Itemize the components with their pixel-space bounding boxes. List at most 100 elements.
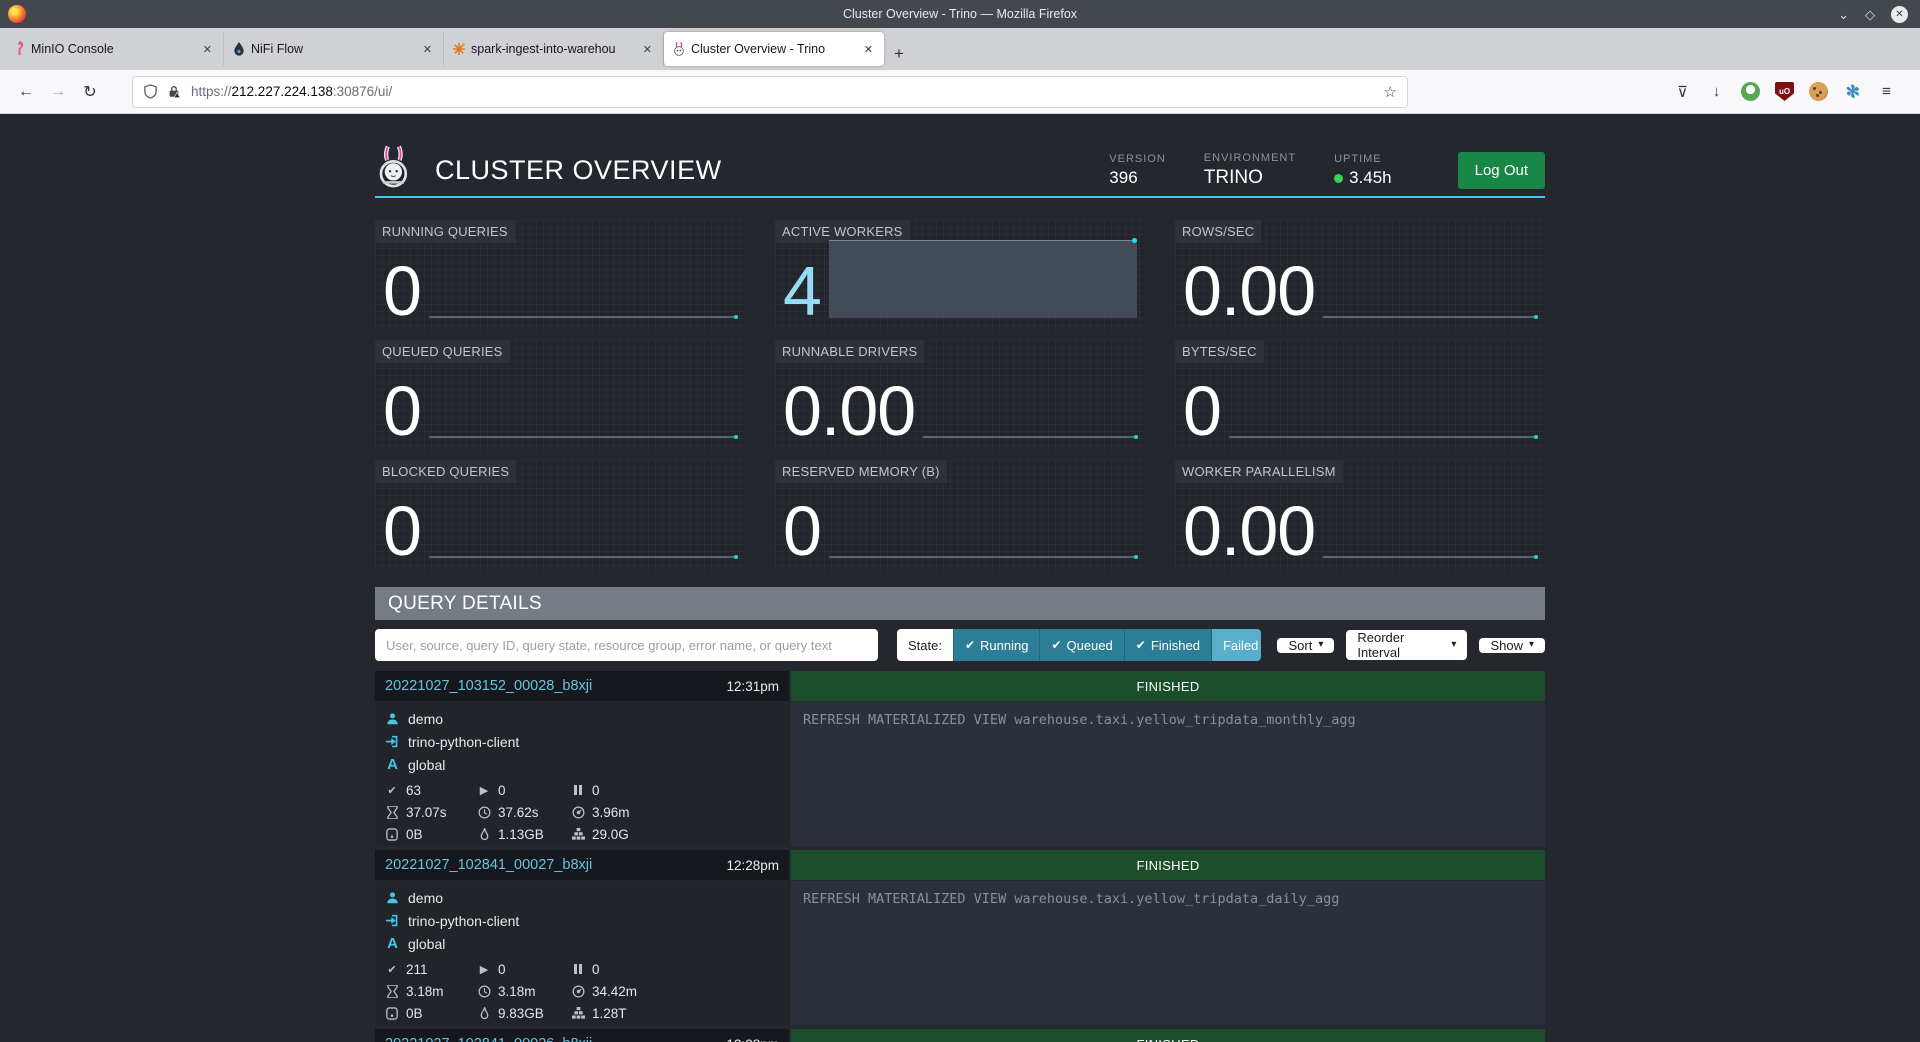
play-icon: ▶: [479, 963, 489, 976]
back-icon[interactable]: ←: [18, 82, 34, 100]
menu-hamburger-icon[interactable]: ≡: [1882, 83, 1891, 100]
source-icon: [385, 914, 400, 927]
user-icon: [385, 712, 400, 725]
source-icon: [385, 735, 400, 748]
query-row: 20221027_102841_00027_b8xji 12:28pm FINI…: [375, 850, 1545, 1025]
tab-close-icon[interactable]: ✕: [202, 43, 212, 56]
filter-running-button[interactable]: ✔ Running: [952, 629, 1040, 661]
check-icon: ✔: [1051, 638, 1062, 652]
sort-dropdown[interactable]: Sort ▾: [1277, 637, 1335, 653]
resource-group-icon: A: [387, 935, 398, 952]
snowflake-extension-icon[interactable]: ✻: [1845, 81, 1860, 101]
stat-blocked-queries: BLOCKED QUERIES 0: [375, 460, 745, 570]
clock-icon: [477, 985, 491, 998]
flame-icon: [477, 827, 491, 841]
tab-close-icon[interactable]: ✕: [863, 43, 873, 56]
query-row: 20221027_103152_00028_b8xji 12:31pm FINI…: [375, 671, 1545, 846]
query-id-link[interactable]: 20221027_102841_00027_b8xji: [385, 857, 593, 873]
shield-permissions-icon[interactable]: [143, 84, 158, 99]
tab-title: MinIO Console: [31, 42, 114, 56]
bookmark-star-icon[interactable]: ☆: [1383, 83, 1397, 101]
query-id-link[interactable]: 20221027_102841_00026_b8xji: [385, 1036, 592, 1042]
tab-spark-notebook[interactable]: spark-ingest-into-warehou ✕: [444, 32, 664, 66]
user-icon: [385, 891, 400, 904]
tab-close-icon[interactable]: ✕: [642, 43, 652, 56]
query-time: 12:31pm: [726, 678, 779, 694]
tab-minio-console[interactable]: MinIO Console ✕: [4, 32, 224, 66]
environment-meta: ENVIRONMENT TRINO: [1203, 151, 1297, 188]
tab-title: Cluster Overview - Trino: [691, 42, 826, 56]
current-memory: 0B: [406, 826, 423, 842]
stat-active-workers: ACTIVE WORKERS 4: [775, 220, 1145, 330]
filter-finished-button[interactable]: ✔ Finished: [1123, 629, 1211, 661]
chevron-down-icon: ▾: [1528, 639, 1534, 650]
close-window-icon[interactable]: ✕: [1891, 5, 1908, 23]
tab-bar: MinIO Console ✕ NiFi Flow ✕ spark-ingest…: [0, 28, 1920, 70]
cluster-header: CLUSTER OVERVIEW VERSION 396 ENVIRONMENT…: [375, 114, 1545, 198]
privacy-mask-extension-icon[interactable]: [1741, 82, 1760, 101]
query-time: 12:28pm: [726, 857, 779, 873]
navigation-toolbar: ← → ↻ https://212.227.224.138:30876/ui/ …: [0, 70, 1920, 114]
running-splits: 0: [498, 782, 506, 798]
show-dropdown[interactable]: Show ▾: [1479, 637, 1545, 653]
hourglass-icon: [385, 984, 399, 998]
sparkline: [1323, 315, 1538, 319]
stat-running-queries: RUNNING QUERIES 0: [375, 220, 745, 330]
uptime-status-dot: [1334, 173, 1344, 183]
cookie-extension-icon[interactable]: [1809, 82, 1828, 101]
completed-splits: 63: [406, 782, 422, 798]
query-id-link[interactable]: 20221027_103152_00028_b8xji: [385, 678, 593, 694]
current-memory: 0B: [406, 1005, 423, 1021]
tab-cluster-overview-active[interactable]: Cluster Overview - Trino ✕: [664, 32, 884, 66]
pocket-save-icon[interactable]: ⊽: [1677, 83, 1688, 101]
cubes-icon: [571, 1007, 585, 1019]
check-icon: ✔: [1135, 638, 1146, 652]
cumulative-time: 3.96m: [592, 804, 630, 820]
spark-notebook-icon: [453, 43, 465, 55]
stat-rows-sec: ROWS/SEC 0.00: [1175, 220, 1545, 330]
version-value: 396: [1109, 167, 1138, 187]
memory-icon: [385, 827, 399, 841]
query-status-bar: FINISHED: [791, 1029, 1545, 1042]
check-icon: ✔: [964, 638, 976, 652]
trino-page: CLUSTER OVERVIEW VERSION 396 ENVIRONMENT…: [0, 114, 1920, 1042]
firefox-icon: [8, 5, 26, 23]
play-icon: ▶: [479, 784, 489, 797]
logout-button[interactable]: Log Out: [1457, 151, 1545, 189]
ublock-extension-icon[interactable]: uO: [1775, 82, 1794, 101]
reload-icon[interactable]: ↻: [83, 83, 97, 101]
sparkline: [428, 555, 738, 559]
maximize-icon[interactable]: ◇: [1865, 6, 1875, 22]
forward-icon[interactable]: →: [50, 82, 66, 100]
cpu-time: 3.18m: [498, 983, 536, 999]
query-resource-group: global: [408, 935, 446, 952]
query-list: 20221027_103152_00028_b8xji 12:31pm FINI…: [375, 671, 1545, 1042]
url-text: https://212.227.224.138:30876/ui/: [191, 84, 393, 99]
uptime-meta: UPTIME 3.45h: [1334, 152, 1392, 187]
page-title: CLUSTER OVERVIEW: [435, 154, 722, 185]
tab-title: spark-ingest-into-warehou: [471, 42, 616, 56]
stat-queued-queries: QUEUED QUERIES 0: [375, 340, 745, 450]
trino-bunny-icon: [674, 41, 684, 56]
cpu-time: 37.62s: [498, 804, 539, 820]
filter-queued-button[interactable]: ✔ Queued: [1039, 629, 1124, 661]
url-bar[interactable]: https://212.227.224.138:30876/ui/ ☆: [132, 75, 1408, 108]
check-icon: ✔: [387, 963, 397, 976]
tab-nifi-flow[interactable]: NiFi Flow ✕: [224, 32, 444, 66]
query-source: trino-python-client: [408, 733, 520, 750]
hourglass-icon: [385, 805, 399, 819]
lock-warning-icon[interactable]: [167, 84, 181, 99]
cumulative-memory: 29.0G: [592, 826, 629, 842]
tab-close-icon[interactable]: ✕: [422, 43, 432, 56]
reorder-interval-dropdown[interactable]: Reorder Interval ▾: [1346, 630, 1468, 660]
pause-icon: [571, 964, 585, 974]
query-search-input[interactable]: [375, 629, 878, 661]
peak-memory: 1.13GB: [498, 826, 544, 842]
sparkline: [1323, 555, 1538, 559]
window-titlebar: Cluster Overview - Trino — Mozilla Firef…: [0, 0, 1920, 28]
filter-failed-dropdown[interactable]: Failed▾: [1210, 629, 1262, 661]
elapsed-time: 37.07s: [406, 804, 447, 820]
minimize-icon[interactable]: ⌄: [1838, 6, 1849, 22]
downloads-icon[interactable]: ↓: [1712, 83, 1721, 100]
new-tab-button[interactable]: +: [894, 44, 904, 63]
